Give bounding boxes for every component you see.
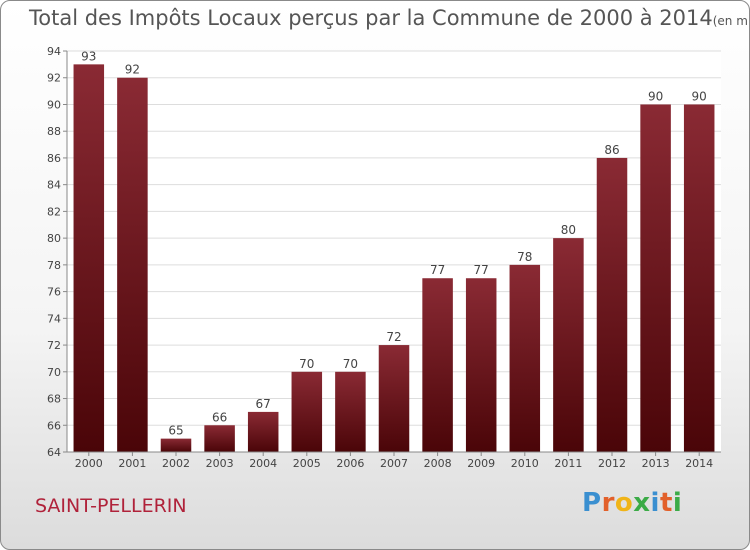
proxiti-logo[interactable]: Proxiti [582, 488, 682, 518]
x-tick-label: 2005 [293, 457, 321, 470]
logo-letter: i [672, 488, 683, 518]
x-tick-label: 2002 [162, 457, 190, 470]
logo-letter: t [659, 488, 673, 518]
bar-2008 [422, 278, 453, 452]
x-tick-label: 2009 [467, 457, 495, 470]
y-tick-label: 64 [47, 446, 61, 459]
logo-letter: r [601, 488, 615, 518]
logo-letter: o [614, 488, 634, 518]
bars-layer: 93 92 65 66 67 70 70 72 77 77 78 80 86 90 90 [73, 49, 715, 452]
bar-2005 [291, 371, 323, 452]
x-tick-label: 2004 [249, 457, 277, 470]
y-tick-label: 86 [47, 152, 61, 165]
chart-title-text: Total des Impôts Locaux perçus par la Co… [29, 6, 713, 30]
chart-subtitle: (en milliers d'€) [712, 14, 750, 28]
data-label: 90 [648, 89, 663, 103]
x-tick-label: 2013 [642, 457, 670, 470]
data-label: 66 [212, 410, 227, 424]
bar-2000 [73, 64, 105, 452]
logo-letter: P [582, 488, 602, 518]
y-tick-label: 72 [47, 339, 61, 352]
y-tick-label: 70 [47, 366, 61, 379]
data-label: 86 [604, 143, 619, 157]
logo-letter: i [650, 488, 660, 518]
x-tick-label: 2008 [424, 457, 452, 470]
bar-2013 [640, 104, 671, 452]
x-tick-label: 2014 [685, 457, 713, 470]
bar-2011 [553, 238, 584, 452]
chart-title: Total des Impôts Locaux perçus par la Co… [29, 6, 750, 30]
y-tick-label: 66 [47, 419, 61, 432]
data-label: 93 [81, 49, 96, 63]
y-tick-label: 90 [47, 98, 61, 111]
x-tick-label: 2006 [336, 457, 364, 470]
data-label: 65 [168, 424, 183, 438]
data-label: 78 [517, 250, 532, 264]
bar-2010 [509, 264, 541, 452]
bar-2002 [160, 438, 192, 452]
y-tick-label: 76 [47, 286, 61, 299]
y-tick-label: 80 [47, 232, 61, 245]
data-label: 67 [256, 397, 271, 411]
data-label: 77 [430, 263, 445, 277]
bar-2014 [683, 104, 715, 452]
axis-layer: 64 66 68 70 72 74 76 78 80 82 84 86 88 90 92 94 2000 2001… [47, 45, 721, 470]
x-tick-label: 2003 [206, 457, 234, 470]
data-label: 70 [299, 357, 314, 371]
data-label: 77 [474, 263, 489, 277]
bar-2001 [117, 77, 148, 452]
y-tick-label: 88 [47, 125, 61, 138]
x-tick-label: 2001 [118, 457, 146, 470]
y-tick-label: 74 [47, 312, 61, 325]
data-label: 70 [343, 357, 358, 371]
bar-2012 [596, 157, 628, 452]
bar-2009 [465, 278, 497, 452]
y-tick-label: 94 [47, 45, 61, 58]
x-tick-label: 2011 [554, 457, 582, 470]
data-label: 92 [125, 63, 140, 77]
bar-2004 [247, 411, 279, 452]
y-tick-label: 68 [47, 393, 61, 406]
data-label: 90 [692, 89, 707, 103]
bar-2003 [204, 425, 235, 452]
x-tick-label: 2000 [75, 457, 103, 470]
logo-letter: x [633, 488, 651, 518]
data-label: 72 [386, 330, 401, 344]
y-tick-label: 84 [47, 179, 61, 192]
x-tick-label: 2010 [511, 457, 539, 470]
y-tick-label: 82 [47, 205, 61, 218]
bar-2006 [335, 371, 366, 452]
data-label: 80 [561, 223, 576, 237]
bar-2007 [378, 345, 410, 452]
y-tick-label: 92 [47, 72, 61, 85]
y-tick-label: 78 [47, 259, 61, 272]
x-tick-label: 2007 [380, 457, 408, 470]
commune-name: SAINT-PELLERIN [35, 495, 187, 517]
x-tick-label: 2012 [598, 457, 626, 470]
